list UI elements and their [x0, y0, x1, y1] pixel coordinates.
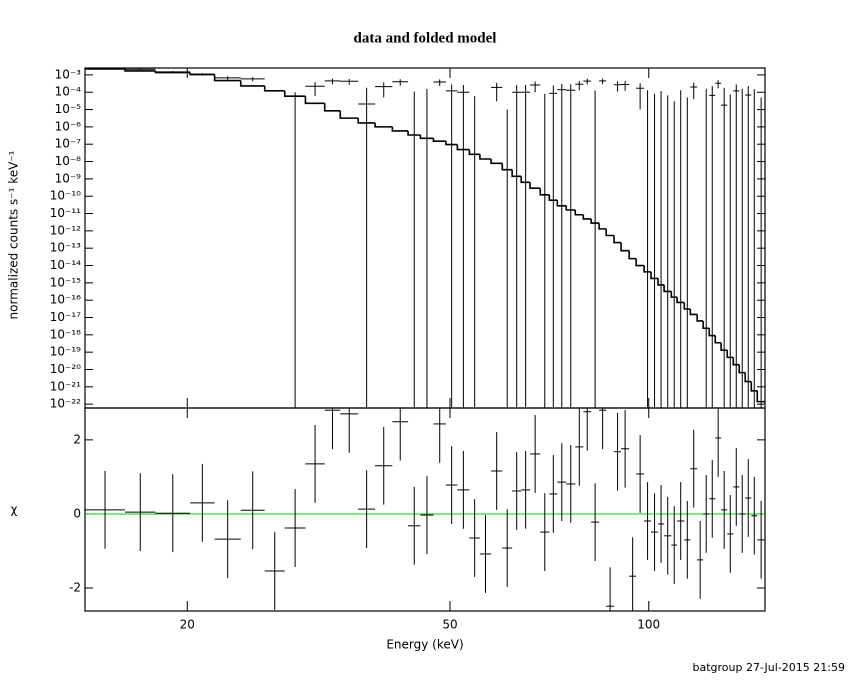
y-tick-label: 10⁻²² — [50, 397, 81, 411]
model-step — [750, 381, 758, 392]
model-step — [391, 126, 409, 132]
model-step — [714, 335, 722, 344]
y-tick-label: 10⁻¹¹ — [50, 206, 81, 220]
model-step — [304, 96, 325, 105]
y-tick-label: 10⁻⁷ — [55, 137, 82, 151]
model-step — [628, 250, 637, 260]
model-step — [263, 85, 285, 92]
plot-frame — [84, 407, 766, 612]
model-step — [732, 357, 740, 366]
model-step — [468, 149, 480, 156]
y-tick-label: 10⁻¹⁶ — [50, 293, 81, 307]
y-tick-label: 10⁻¹² — [50, 223, 81, 237]
y-tick-label: -2 — [69, 581, 81, 595]
model-step — [479, 154, 492, 160]
chart-title: data and folded model — [354, 30, 497, 46]
model-step — [613, 235, 622, 244]
model-step — [432, 138, 446, 142]
model-step — [582, 214, 592, 220]
model-step — [374, 122, 393, 128]
y-tick-label: 10⁻¹⁵ — [50, 275, 81, 289]
model-step — [726, 350, 734, 359]
model-step — [650, 271, 659, 280]
model-step — [756, 390, 765, 403]
model-step — [357, 118, 376, 124]
y-tick-label: 10⁻⁶ — [55, 119, 82, 133]
y-tick-label: 10⁻⁴ — [55, 85, 82, 99]
model-step — [189, 72, 215, 76]
y-tick-label: 10⁻⁵ — [55, 102, 82, 116]
model-step — [738, 364, 746, 374]
model-step — [124, 68, 156, 72]
y-tick-label: 10⁻¹⁸ — [50, 327, 81, 341]
x-tick-label: 100 — [637, 618, 660, 632]
x-tick-label: 50 — [442, 618, 457, 632]
model-step — [339, 110, 359, 119]
model-step — [657, 278, 665, 286]
footer: batgroup 27-Jul-2015 21:59 — [693, 661, 846, 674]
model-step — [511, 169, 522, 178]
model-step — [445, 141, 458, 146]
model-step — [548, 194, 558, 201]
model-step — [154, 70, 191, 74]
y-tick-label: 2 — [73, 432, 81, 446]
model-step — [689, 308, 698, 316]
y-tick-label: 10⁻¹⁰ — [50, 189, 81, 203]
y-axis-label: χ — [11, 503, 18, 517]
model-step — [565, 205, 576, 211]
x-axis-label: Energy (keV) — [386, 638, 463, 652]
model-step — [720, 342, 728, 351]
model-step — [708, 328, 716, 337]
model-step — [239, 80, 265, 87]
model-step — [529, 182, 541, 189]
model-step — [670, 291, 678, 298]
model-step — [620, 242, 630, 252]
model-step — [213, 74, 241, 82]
model-step — [490, 159, 503, 165]
y-axis-label: normalized counts s⁻¹ keV⁻¹ — [7, 150, 21, 319]
y-tick-label: 0 — [73, 506, 81, 520]
model-step — [407, 130, 421, 136]
model-step — [598, 223, 607, 230]
model-step — [696, 314, 704, 322]
model-step — [283, 90, 306, 97]
model-step — [635, 258, 645, 267]
y-tick-label: 10⁻¹⁴ — [50, 258, 81, 272]
model-step — [683, 302, 691, 310]
y-tick-label: 10⁻³ — [55, 67, 82, 81]
model-step — [419, 135, 434, 140]
model-step — [702, 320, 710, 330]
plot-frame — [84, 67, 766, 409]
model-step — [744, 372, 752, 383]
model-step — [590, 218, 600, 224]
model-step — [676, 297, 685, 304]
y-tick-label: 10⁻¹³ — [50, 241, 81, 255]
model-step — [520, 176, 531, 184]
y-tick-label: 10⁻²⁰ — [50, 362, 81, 376]
y-tick-label: 10⁻¹⁹ — [50, 345, 81, 359]
y-tick-label: 10⁻¹⁷ — [50, 310, 81, 324]
model-step — [663, 284, 672, 293]
model-step — [574, 209, 584, 216]
model-step — [501, 163, 513, 171]
model-step — [456, 144, 470, 151]
y-tick-label: 10⁻⁸ — [55, 154, 82, 168]
model-step — [605, 228, 615, 237]
y-tick-label: 10⁻²¹ — [50, 379, 81, 393]
model-step — [643, 265, 652, 273]
y-tick-label: 10⁻⁹ — [55, 171, 82, 185]
model-step — [556, 200, 567, 207]
x-tick-label: 20 — [180, 618, 195, 632]
model-step — [539, 188, 550, 196]
model-step — [323, 103, 341, 112]
